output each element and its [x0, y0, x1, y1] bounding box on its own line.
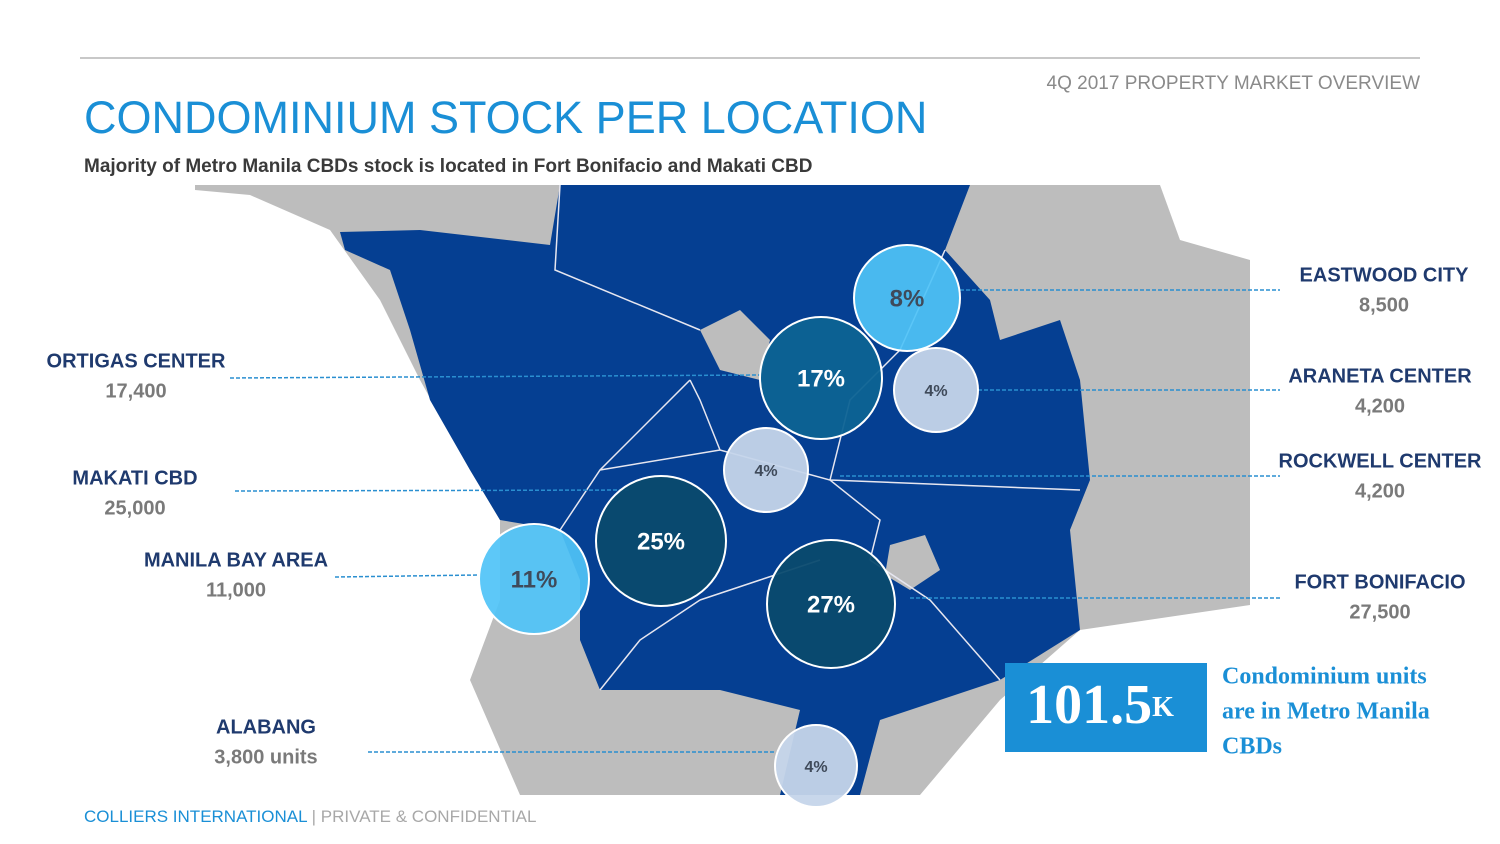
- location-name: MANILA BAY AREA: [144, 549, 328, 571]
- location-bubble: [759, 316, 883, 440]
- location-name: ROCKWELL CENTER: [1279, 450, 1483, 472]
- location-bubble: [723, 427, 809, 513]
- footer: COLLIERS INTERNATIONAL | PRIVATE & CONFI…: [84, 807, 536, 826]
- location-units: 4,200: [1355, 395, 1405, 417]
- enclave: [700, 310, 770, 380]
- location-units: 8,500: [1359, 294, 1409, 316]
- location-units: 11,000: [206, 579, 266, 601]
- footer-note: | PRIVATE & CONFIDENTIAL: [307, 807, 537, 826]
- location-units: 17,400: [105, 380, 166, 402]
- location-units: 25,000: [104, 497, 165, 519]
- share-label: 11%: [511, 566, 558, 593]
- location-name: MAKATI CBD: [72, 467, 197, 489]
- location-units: 4,200: [1355, 480, 1405, 502]
- title: CONDOMINIUM STOCK PER LOCATION: [84, 92, 927, 143]
- location-bubble: [774, 724, 858, 808]
- location-name: ARANETA CENTER: [1288, 365, 1472, 387]
- total-number: 101.5: [1026, 674, 1152, 736]
- sea: [195, 190, 520, 795]
- leader-line: [229, 374, 761, 379]
- location-bubble: [766, 539, 896, 669]
- caption-line: CBDs: [1222, 734, 1282, 760]
- location-units: 27,500: [1349, 601, 1410, 623]
- footer-company: COLLIERS INTERNATIONAL: [84, 807, 307, 826]
- total-value: 101.5K: [1026, 674, 1174, 736]
- location-bubble: [478, 523, 590, 635]
- subtitle: Majority of Metro Manila CBDs stock is l…: [84, 156, 812, 177]
- enclave: [885, 535, 940, 590]
- location-bubble: [893, 347, 979, 433]
- caption-line: Condominium units: [1222, 664, 1427, 690]
- share-label: 8%: [890, 285, 925, 312]
- location-bubble: [595, 475, 727, 607]
- location-name: ORTIGAS CENTER: [47, 350, 226, 372]
- share-label: 17%: [797, 365, 845, 392]
- location-bubble: [853, 244, 961, 352]
- share-label: 4%: [804, 759, 827, 776]
- report-label: 4Q 2017 PROPERTY MARKET OVERVIEW: [1047, 73, 1421, 94]
- caption-line: are in Metro Manila: [1222, 699, 1430, 725]
- total-suffix: K: [1152, 692, 1174, 723]
- land-gap: [1160, 185, 1250, 260]
- total-caption: Condominium units are in Metro Manila CB…: [1222, 664, 1430, 760]
- locations: 8% EASTWOOD CITY 8,500 17% ORTIGAS CENTER 17,…: [47, 244, 1483, 808]
- share-label: 27%: [807, 591, 855, 618]
- share-label: 4%: [924, 383, 947, 400]
- location-name: ALABANG: [216, 716, 316, 738]
- location-name: FORT BONIFACIO: [1294, 571, 1465, 593]
- total-box: [1005, 663, 1207, 752]
- share-label: 25%: [637, 528, 685, 555]
- share-label: 4%: [754, 463, 777, 480]
- location-name: EASTWOOD CITY: [1300, 264, 1470, 286]
- location-units: 3,800 units: [214, 746, 317, 768]
